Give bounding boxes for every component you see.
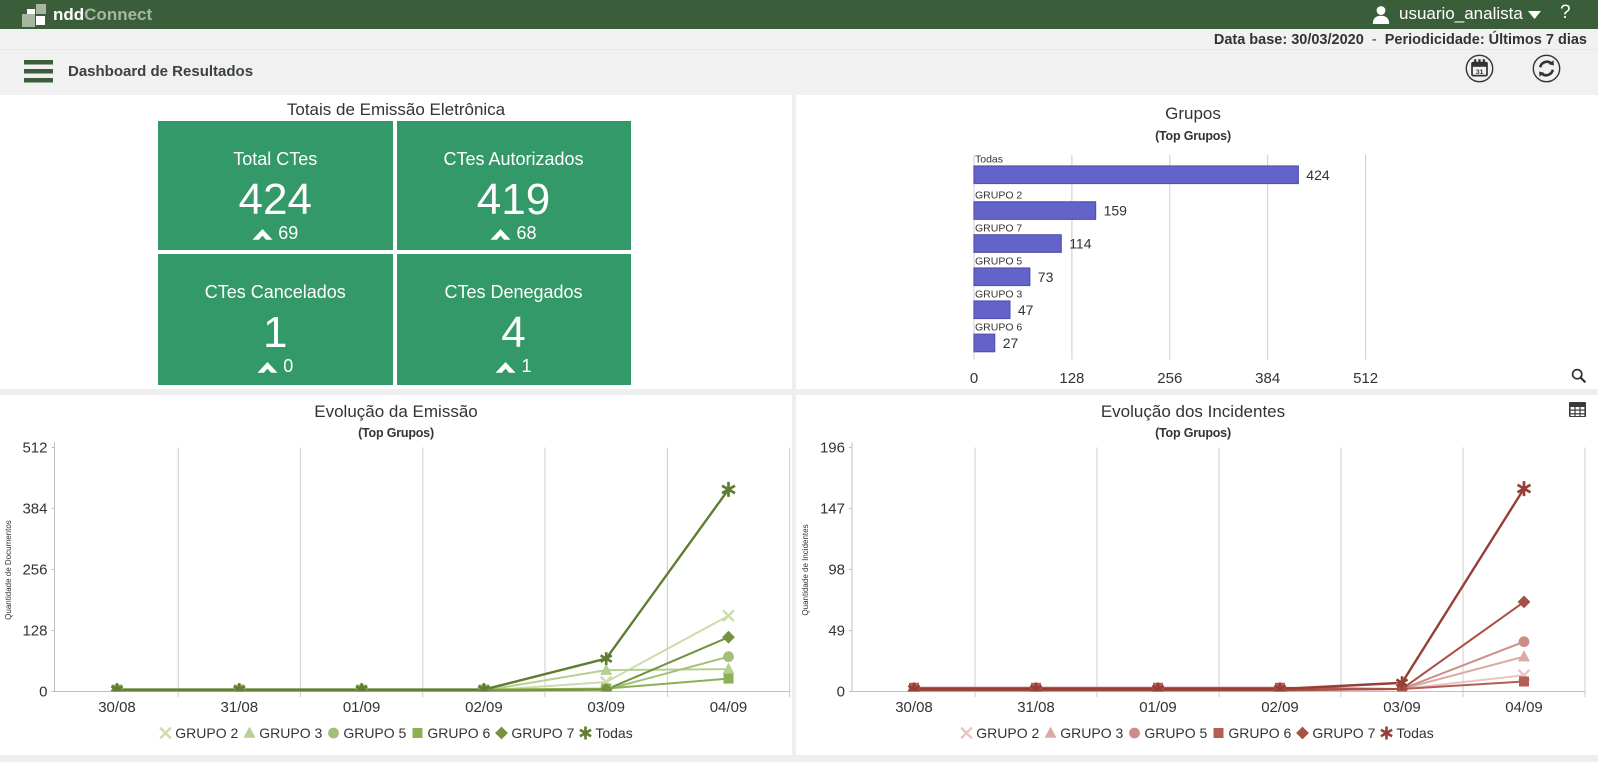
svg-text:47: 47: [1018, 302, 1034, 318]
svg-text:0: 0: [837, 684, 845, 701]
svg-text:30/08: 30/08: [98, 699, 136, 716]
svg-text:147: 147: [820, 501, 845, 518]
svg-text:Quantidade de Incidentes: Quantidade de Incidentes: [801, 524, 810, 615]
svg-text:04/09: 04/09: [1505, 699, 1543, 716]
svg-text:384: 384: [22, 501, 47, 518]
svg-text:512: 512: [1353, 370, 1378, 387]
svg-text:384: 384: [1255, 370, 1280, 387]
svg-text:424: 424: [1306, 167, 1330, 183]
svg-text:98: 98: [828, 562, 845, 579]
svg-text:128: 128: [1059, 370, 1084, 387]
svg-text:49: 49: [828, 623, 845, 640]
svg-text:GRUPO 5: GRUPO 5: [975, 256, 1022, 268]
svg-text:27: 27: [1003, 335, 1019, 351]
svg-text:31: 31: [1476, 69, 1484, 76]
svg-text:02/09: 02/09: [1261, 699, 1299, 716]
svg-text:256: 256: [1157, 370, 1182, 387]
svg-text:01/09: 01/09: [1139, 699, 1177, 716]
svg-text:GRUPO 3: GRUPO 3: [975, 289, 1022, 301]
svg-text:Quantidade de Documentos: Quantidade de Documentos: [4, 520, 13, 620]
svg-text:Todas: Todas: [975, 154, 1003, 166]
svg-text:196: 196: [820, 440, 845, 457]
svg-text:73: 73: [1038, 269, 1054, 285]
svg-text:GRUPO 6: GRUPO 6: [975, 322, 1022, 334]
svg-text:0: 0: [970, 370, 978, 387]
svg-text:01/09: 01/09: [343, 699, 381, 716]
svg-text:114: 114: [1069, 236, 1092, 252]
svg-text:256: 256: [22, 562, 47, 579]
svg-text:GRUPO 7: GRUPO 7: [975, 222, 1022, 234]
svg-text:159: 159: [1104, 203, 1128, 219]
svg-text:128: 128: [22, 623, 47, 640]
svg-text:30/08: 30/08: [895, 699, 933, 716]
svg-text:512: 512: [22, 440, 47, 457]
svg-text:31/08: 31/08: [221, 699, 259, 716]
svg-text:02/09: 02/09: [465, 699, 503, 716]
svg-text:03/09: 03/09: [587, 699, 625, 716]
svg-text:03/09: 03/09: [1383, 699, 1421, 716]
svg-text:31/08: 31/08: [1017, 699, 1055, 716]
svg-text:GRUPO 2: GRUPO 2: [975, 189, 1022, 201]
svg-text:04/09: 04/09: [710, 699, 748, 716]
svg-text:0: 0: [39, 684, 47, 701]
